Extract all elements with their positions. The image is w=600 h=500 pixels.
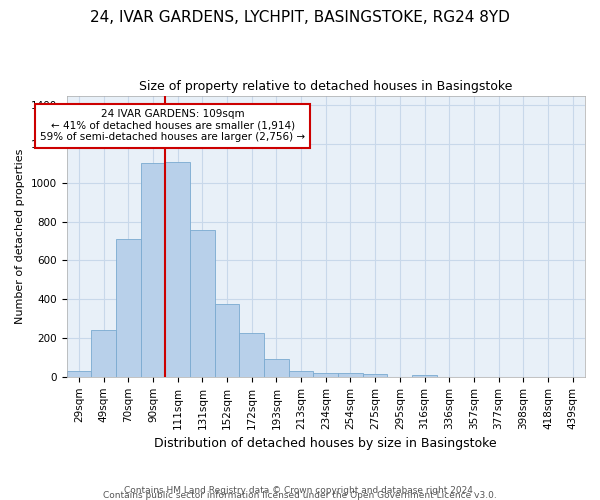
Bar — [215, 304, 239, 377]
Bar — [140, 164, 165, 377]
Title: Size of property relative to detached houses in Basingstoke: Size of property relative to detached ho… — [139, 80, 512, 93]
Y-axis label: Number of detached properties: Number of detached properties — [15, 148, 25, 324]
Text: 24, IVAR GARDENS, LYCHPIT, BASINGSTOKE, RG24 8YD: 24, IVAR GARDENS, LYCHPIT, BASINGSTOKE, … — [90, 10, 510, 25]
Bar — [363, 374, 388, 377]
Text: 24 IVAR GARDENS: 109sqm
← 41% of detached houses are smaller (1,914)
59% of semi: 24 IVAR GARDENS: 109sqm ← 41% of detache… — [40, 109, 305, 142]
Text: Contains HM Land Registry data © Crown copyright and database right 2024.: Contains HM Land Registry data © Crown c… — [124, 486, 476, 495]
Bar — [239, 333, 264, 377]
Text: Contains public sector information licensed under the Open Government Licence v3: Contains public sector information licen… — [103, 490, 497, 500]
Bar — [116, 239, 140, 377]
Bar — [67, 371, 91, 377]
Bar — [91, 330, 116, 377]
Bar — [165, 162, 190, 377]
Bar — [289, 371, 313, 377]
Bar — [412, 375, 437, 377]
Bar — [313, 373, 338, 377]
Bar — [264, 360, 289, 377]
Bar — [190, 230, 215, 377]
Bar — [338, 373, 363, 377]
X-axis label: Distribution of detached houses by size in Basingstoke: Distribution of detached houses by size … — [154, 437, 497, 450]
